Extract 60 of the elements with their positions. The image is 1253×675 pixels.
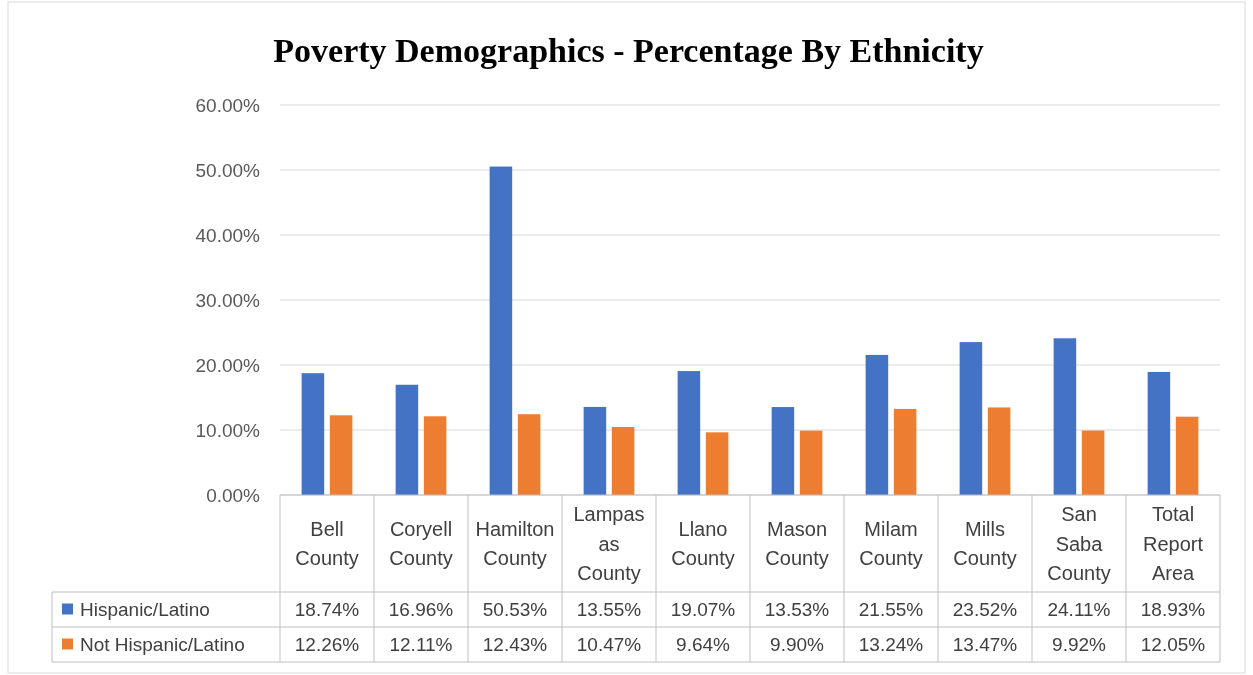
x-tick-label: San Saba County xyxy=(1047,503,1111,584)
data-label: 19.07% xyxy=(670,599,736,621)
bar xyxy=(1147,371,1171,495)
data-label: 18.74% xyxy=(294,599,360,621)
x-tick-label: Total Report Area xyxy=(1142,503,1204,584)
data-label: 16.96% xyxy=(388,599,454,621)
bar xyxy=(865,354,889,495)
y-tick-label: 40.00% xyxy=(195,224,261,246)
x-tick-label: Milam County xyxy=(859,517,923,570)
x-tick-label: Llano County xyxy=(671,517,735,570)
x-tick-label: Mills County xyxy=(953,517,1017,570)
data-label: 10.47% xyxy=(576,634,642,656)
y-tick-label: 60.00% xyxy=(195,94,261,116)
data-label: 9.90% xyxy=(770,634,825,656)
data-label: 13.24% xyxy=(858,634,924,656)
bar xyxy=(1053,338,1077,495)
data-label: 13.47% xyxy=(952,634,1018,656)
bar xyxy=(893,408,917,495)
x-tick-label: Bell County xyxy=(295,517,359,570)
y-tick-label: 50.00% xyxy=(195,159,261,181)
data-label: 18.93% xyxy=(1140,599,1206,621)
bar xyxy=(611,426,635,495)
data-label: 12.05% xyxy=(1140,634,1206,656)
x-tick-label: Coryell County xyxy=(389,517,453,570)
bar xyxy=(423,416,447,495)
data-label: 23.52% xyxy=(952,599,1018,621)
bar xyxy=(329,415,353,495)
y-tick-label: 30.00% xyxy=(195,289,261,311)
bar xyxy=(771,407,795,495)
bar xyxy=(395,384,419,495)
legend-label: Hispanic/Latino xyxy=(80,599,210,621)
bar xyxy=(1081,430,1105,495)
x-tick-label: Hamilton County xyxy=(475,517,555,570)
chart-title: Poverty Demographics - Percentage By Ethnicity xyxy=(273,32,984,69)
y-tick-label: 0.00% xyxy=(206,484,261,506)
x-tick-label: Mason County xyxy=(765,517,829,570)
bar xyxy=(799,430,823,495)
bar xyxy=(677,371,701,495)
data-label: 9.64% xyxy=(676,634,731,656)
data-label: 12.26% xyxy=(294,634,360,656)
data-label: 12.43% xyxy=(482,634,548,656)
bar xyxy=(583,406,607,495)
bar xyxy=(489,166,513,495)
data-label: 12.11% xyxy=(389,634,453,656)
data-label: 21.55% xyxy=(858,599,924,621)
data-label: 24.11% xyxy=(1047,599,1111,621)
bar xyxy=(1175,416,1199,495)
bar xyxy=(301,373,325,495)
data-label: 13.55% xyxy=(576,599,642,621)
bar xyxy=(959,342,983,495)
y-tick-label: 10.00% xyxy=(195,419,261,441)
bar xyxy=(517,414,541,495)
data-label: 13.53% xyxy=(764,599,830,621)
legend-label: Not Hispanic/Latino xyxy=(80,634,245,656)
data-label: 9.92% xyxy=(1052,634,1107,656)
bar xyxy=(705,432,729,495)
x-tick-label: Lampasas County xyxy=(573,503,645,584)
data-label: 50.53% xyxy=(482,599,548,621)
bar xyxy=(987,407,1011,495)
y-tick-label: 20.00% xyxy=(195,354,261,376)
